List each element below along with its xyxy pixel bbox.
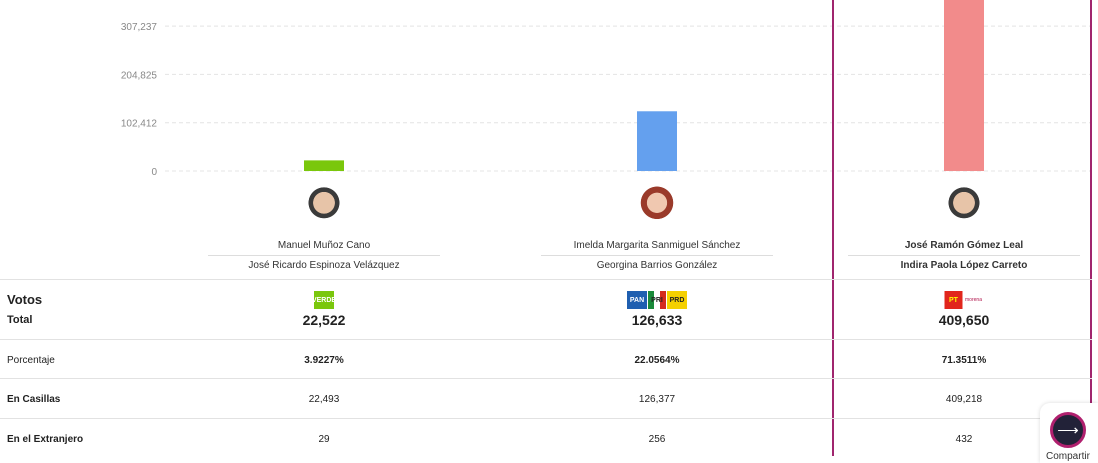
candidate-photo xyxy=(942,186,986,234)
total-votes: 409,650 xyxy=(938,312,990,328)
candidate-name: Manuel Muñoz Cano xyxy=(208,240,440,256)
party-logo-prd: PRD xyxy=(667,291,687,309)
total-label: Total xyxy=(7,314,33,326)
percentage: 22.0564% xyxy=(634,355,680,366)
candidate-name: José Ramón Gómez Leal xyxy=(848,240,1080,256)
candidate-photo xyxy=(635,186,679,234)
party-logo-pan: PAN xyxy=(627,291,647,309)
votes-total-row: Votos Total VERDE PAN PRI PRD PT morena … xyxy=(0,279,1092,328)
casillas-votes: 22,493 xyxy=(308,394,340,405)
extranjero-votes: 256 xyxy=(648,434,666,445)
party-logos: VERDE xyxy=(312,291,336,309)
votos-label: Votos xyxy=(7,292,43,307)
total-votes: 126,633 xyxy=(631,312,683,328)
casillas-votes: 409,218 xyxy=(945,394,983,405)
casillas-label: En Casillas xyxy=(7,394,61,405)
bar xyxy=(944,0,984,171)
candidate-name: Imelda Margarita Sanmiguel Sánchez xyxy=(541,240,773,256)
share-widget[interactable]: ⟶ Compartir xyxy=(1040,403,1098,463)
share-label: Compartir xyxy=(1046,451,1090,462)
extranjero-votes: 29 xyxy=(318,434,330,445)
party-logos: PAN PRI PRD xyxy=(627,291,687,309)
casillas-votes: 126,377 xyxy=(638,394,676,405)
y-tick-label: 204,825 xyxy=(121,70,158,81)
y-tick-label: 307,237 xyxy=(121,22,158,33)
bar xyxy=(637,111,677,171)
casillas-row: En Casillas 22,493 126,377 409,218 xyxy=(0,378,1092,405)
share-icon[interactable]: ⟶ xyxy=(1050,412,1086,448)
y-tick-label: 102,412 xyxy=(121,119,158,130)
party-logo-pri: PRI xyxy=(648,291,666,309)
total-votes: 22,522 xyxy=(302,312,346,328)
percentage: 71.3511% xyxy=(941,355,987,366)
suplente-name: Georgina Barrios González xyxy=(596,260,718,271)
extranjero-label: En el Extranjero xyxy=(7,434,84,445)
party-logo-verde: VERDE xyxy=(312,291,336,309)
party-logo-morena: morena xyxy=(965,297,982,303)
vote-bar-chart: 0 102,412 204,825 307,237 xyxy=(121,0,1092,178)
extranjero-votes: 432 xyxy=(955,434,973,445)
party-logo-pt: PT xyxy=(944,291,963,309)
porcentaje-label: Porcentaje xyxy=(7,355,55,366)
suplente-name: José Ricardo Espinoza Velázquez xyxy=(248,260,400,271)
y-tick-label: 0 xyxy=(151,167,157,178)
bar xyxy=(304,160,344,171)
percentage-row: Porcentaje 3.9227% 22.0564% 71.3511% xyxy=(0,339,1092,366)
party-logos: PT morena xyxy=(944,291,984,309)
percentage: 3.9227% xyxy=(304,355,344,366)
candidate-photo xyxy=(302,186,346,234)
candidate-card: Manuel Muñoz Cano José Ricardo Espinoza … xyxy=(208,186,440,271)
candidate-card: Imelda Margarita Sanmiguel Sánchez Georg… xyxy=(541,186,773,271)
candidate-card: José Ramón Gómez Leal Indira Paola López… xyxy=(848,186,1080,271)
suplente-name: Indira Paola López Carreto xyxy=(900,260,1028,271)
extranjero-row: En el Extranjero 29 256 432 xyxy=(0,418,1092,456)
